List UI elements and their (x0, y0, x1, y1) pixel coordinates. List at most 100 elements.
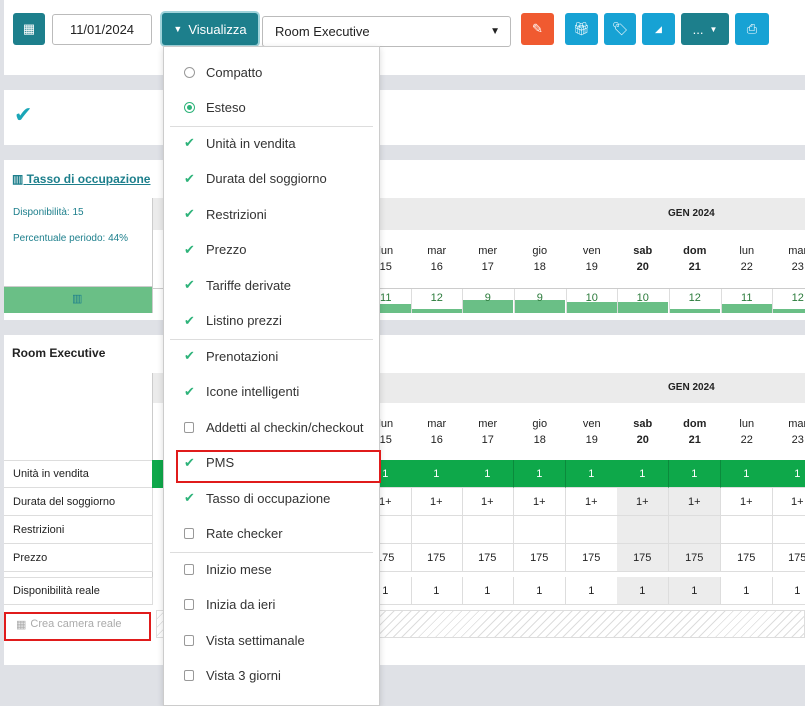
row-label: Disponibilità reale (4, 577, 153, 605)
view-menu: Compatto Esteso ✔ Unità in vendita ✔ Durata d… (163, 46, 381, 706)
grid-cell[interactable]: 175 (772, 544, 805, 572)
menu-item[interactable]: ✔ Durata del soggiorno (184, 170, 327, 187)
room-title: Room Executive (12, 346, 106, 360)
occupancy-value: 11 (741, 292, 753, 304)
grid-cell[interactable]: 1 (411, 577, 463, 605)
more-button[interactable]: ... ▼ (681, 13, 729, 45)
grid-cell[interactable]: 175 (669, 544, 721, 572)
grid-cell[interactable]: 1+ (514, 488, 566, 516)
grid-cell[interactable]: 1 (411, 460, 463, 488)
grid-cell[interactable]: 1 (721, 460, 773, 488)
grid-cell[interactable]: 1 (462, 460, 514, 488)
menu-item[interactable]: Addetti al checkin/checkout (164, 409, 379, 445)
grid-cell[interactable]: 1 (617, 460, 669, 488)
menu-item[interactable]: ✔ Unità in vendita (184, 135, 296, 151)
grid-cell[interactable]: 1 (462, 577, 514, 605)
menu-item[interactable]: Vista 3 giorni (164, 658, 379, 694)
grid-cell[interactable]: 1 (669, 460, 721, 488)
grid-cell[interactable] (566, 516, 618, 544)
month-label: GEN 2024 (668, 382, 715, 393)
grid-cell[interactable]: 1+ (411, 488, 463, 516)
grid-cell[interactable]: 175 (514, 544, 566, 572)
grid-cell[interactable]: 175 (566, 544, 618, 572)
grid-cell[interactable]: 1 (772, 460, 805, 488)
menu-item[interactable]: ✔ PMS (184, 454, 235, 471)
grid-cell[interactable] (617, 516, 669, 544)
grid-cell[interactable]: 1 (669, 577, 721, 605)
menu-item[interactable]: Esteso (164, 90, 379, 126)
grid-cell[interactable]: 1+ (566, 488, 618, 516)
occupancy-value: 9 (536, 292, 543, 304)
menu-item[interactable]: Inizio mese (164, 551, 379, 587)
day-header: dom 21 (683, 244, 707, 273)
grid-cell[interactable]: 1+ (462, 488, 514, 516)
menu-item[interactable]: ✔ Prezzo (184, 241, 247, 258)
grid-cell[interactable]: 1+ (617, 488, 669, 516)
grid-cell[interactable]: 175 (462, 544, 514, 572)
grid-cell[interactable] (721, 516, 773, 544)
occupancy-panel: ▥ Tasso di occupazione Disponibilità: 15… (4, 160, 805, 320)
grid-cell[interactable]: 175 (721, 544, 773, 572)
occupancy-chart-button[interactable]: ▥ (4, 286, 153, 313)
gift-icon: 🎁︎ (573, 21, 590, 36)
day-header: sab 20 (633, 244, 653, 273)
checkbox-icon (184, 599, 194, 610)
menu-item[interactable]: Inizia da ieri (164, 587, 379, 623)
date-input[interactable]: 11/01/2024 (52, 14, 152, 45)
grid-cell[interactable] (462, 516, 514, 544)
grid-cell[interactable]: 175 (617, 544, 669, 572)
radio-icon (184, 66, 195, 78)
grid-cell[interactable]: 1 (566, 577, 618, 605)
occupancy-bar (515, 300, 565, 313)
day-header: mar 16 (427, 417, 447, 446)
occupancy-value: 11 (380, 292, 392, 304)
print-button[interactable]: ⎙ (735, 13, 769, 45)
grid-cell[interactable]: 1 (514, 460, 566, 488)
gift-button[interactable]: 🎁︎ (565, 13, 598, 45)
menu-item[interactable]: ✔ Listino prezzi (184, 312, 282, 329)
occupancy-value: 12 (430, 292, 443, 304)
menu-item[interactable]: ✔ Prenotazioni (184, 348, 279, 364)
occupancy-bar (361, 304, 411, 313)
grid-cell[interactable]: 1+ (772, 488, 805, 516)
row-label: Prezzo (4, 544, 153, 572)
grid-cell[interactable]: 1 (566, 460, 618, 488)
day-header: mar 16 (427, 244, 447, 273)
grid-cell[interactable] (411, 516, 463, 544)
menu-item[interactable]: ✔ Tariffe derivate (184, 277, 292, 293)
day-header: lun 22 (739, 244, 755, 273)
grid-cell[interactable] (772, 516, 805, 544)
grid-cell[interactable] (514, 516, 566, 544)
menu-item[interactable]: Compatto (164, 54, 379, 90)
view-dropdown-button[interactable]: ▼ Visualizza (162, 13, 258, 45)
highlight-pms (176, 450, 381, 483)
grid-cell[interactable]: 1 (721, 577, 773, 605)
menu-item[interactable]: ✔ Restrizioni (184, 206, 267, 222)
tag-button[interactable]: 🏷︎ (604, 13, 636, 45)
grid-cell[interactable]: 1+ (669, 488, 721, 516)
grid-cell[interactable] (669, 516, 721, 544)
menu-item[interactable]: Vista settimanale (164, 622, 379, 658)
menu-item[interactable]: Rate checker (164, 516, 379, 552)
grid-cell[interactable]: 175 (411, 544, 463, 572)
grid-cell[interactable]: 1+ (721, 488, 773, 516)
edit-button[interactable]: ✎ (521, 13, 554, 45)
create-room-button[interactable]: ▦ Crea camera reale (16, 618, 122, 631)
menu-item[interactable]: ✔ Tasso di occupazione (184, 490, 331, 506)
grid-cell[interactable]: 1 (514, 577, 566, 605)
menu-divider (170, 338, 373, 340)
grid-cell[interactable] (360, 516, 412, 544)
occupancy-title[interactable]: ▥ Tasso di occupazione (12, 172, 151, 186)
room-select[interactable]: Room Executive ▼ (262, 16, 511, 47)
grid-cell[interactable]: 1 (360, 577, 412, 605)
caret-down-icon: ▼ (173, 24, 183, 34)
grid-cell[interactable]: 1 (772, 577, 805, 605)
grid-cell[interactable]: 1+ (360, 488, 412, 516)
grid-cell[interactable]: 1 (617, 577, 669, 605)
day-header: dom 21 (683, 417, 707, 446)
grid-cell[interactable]: 175 (360, 544, 412, 572)
corner-button[interactable]: ◢ (642, 13, 675, 45)
calendar-button[interactable]: ▦ (13, 13, 45, 45)
occupancy-value: 10 (585, 292, 598, 304)
menu-item[interactable]: ✔ Icone intelligenti (184, 383, 300, 400)
